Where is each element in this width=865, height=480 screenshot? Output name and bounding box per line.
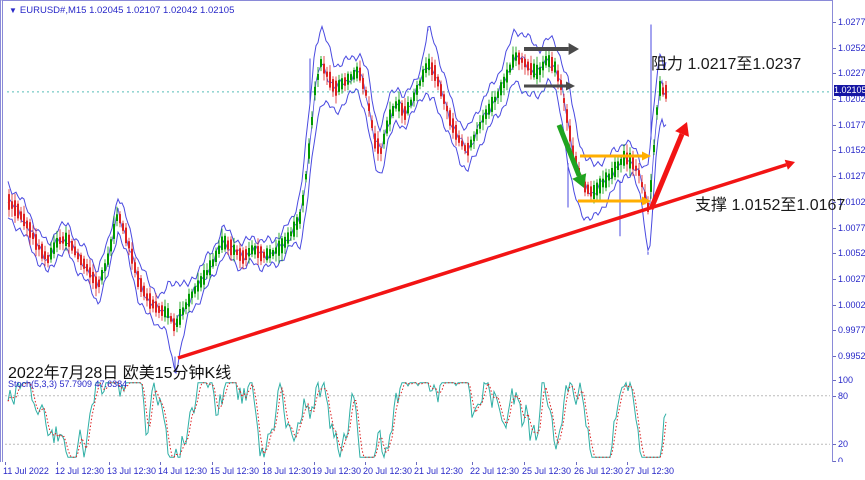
time-tick-label: 26 Jul 12:30 [574, 466, 624, 476]
time-tick-label: 22 Jul 12:30 [470, 466, 520, 476]
time-tick-label: 21 Jul 12:30 [414, 466, 464, 476]
resistance-gray-arrow-lower[interactable] [524, 81, 575, 91]
time-tick-label: 13 Jul 12:30 [107, 466, 157, 476]
time-tick-mark [5, 462, 6, 465]
time-tick-label: 20 Jul 12:30 [363, 466, 413, 476]
time-axis[interactable]: 11 Jul 2022 12 Jul 12:30 13 Jul 12:30 14 Ju… [0, 462, 865, 480]
price-tick-mark [833, 227, 836, 229]
price-tick-mark [833, 124, 836, 126]
time-tick-label: 15 Jul 12:30 [210, 466, 260, 476]
stochastic-canvas[interactable] [3, 377, 832, 462]
price-tick-label: 1.01775 [838, 119, 865, 130]
stoch-d-line [7, 381, 667, 458]
symbol-ohlc-line: ▼ EURUSD#,M15 1.02045 1.02107 1.02042 1.0… [9, 5, 234, 16]
price-tick-label: 1.00775 [838, 222, 865, 233]
time-tick-mark [472, 462, 473, 465]
time-tick-label: 27 Jul 12:30 [625, 466, 675, 476]
time-tick-mark [314, 462, 315, 465]
time-tick-label: 25 Jul 12:30 [522, 466, 572, 476]
time-tick-label: 11 Jul 2022 [3, 466, 49, 476]
time-tick-mark [416, 462, 417, 465]
time-tick-mark [57, 462, 58, 465]
candles [8, 46, 667, 337]
price-tick-mark [833, 99, 836, 101]
stoch-scale-label: 80 [838, 390, 849, 401]
drawn-annotations[interactable] [177, 43, 795, 360]
symbol-label: EURUSD#,M15 [19, 5, 87, 16]
range-yellow-arrow-lower[interactable] [578, 196, 651, 206]
stoch-scale-label: 100 [838, 374, 854, 385]
trend-line-arrow[interactable] [177, 159, 795, 360]
current-price-badge: 1.02105 [834, 84, 865, 96]
time-tick-mark [627, 462, 628, 465]
time-tick-mark [109, 462, 110, 465]
price-chart-canvas[interactable] [3, 1, 832, 377]
price-tick-label: 1.00525 [838, 248, 865, 259]
price-tick-label: 1.02275 [838, 68, 865, 79]
support-annotation[interactable]: 支撑 1.0152至1.0167 [695, 197, 846, 214]
stoch-scale-label: 20 [838, 439, 849, 450]
stoch-scale-label: 0 [838, 455, 844, 466]
price-tick-mark [833, 73, 836, 75]
stoch-scale-tick [833, 460, 836, 462]
stoch-scale-tick [833, 395, 836, 397]
price-axis[interactable]: 1.02105 1.02775 1.02525 1.02275 1.02025 1.01… [832, 0, 865, 466]
price-tick-mark [833, 176, 836, 178]
price-chart-pane[interactable]: ▼ EURUSD#,M15 1.02045 1.02107 1.02042 1.0… [0, 0, 845, 382]
time-tick-mark [524, 462, 525, 465]
price-tick-mark [833, 356, 836, 357]
price-tick-label: 1.00025 [838, 299, 865, 310]
resistance-gray-arrow-upper[interactable] [524, 43, 579, 55]
price-tick-label: 0.99775 [838, 325, 865, 336]
time-tick-label: 19 Jul 12:30 [312, 466, 362, 476]
pullback-down-arrow[interactable] [556, 124, 587, 188]
time-tick-mark [160, 462, 161, 465]
price-tick-label: 1.02775 [838, 17, 865, 27]
stoch-scale-tick [833, 379, 836, 381]
price-tick-mark [833, 22, 836, 23]
price-tick-mark [833, 278, 836, 280]
price-tick-label: 1.01275 [838, 171, 865, 182]
time-tick-label: 12 Jul 12:30 [55, 466, 105, 476]
range-yellow-arrow-upper[interactable] [580, 151, 651, 161]
price-tick-label: 1.02525 [838, 42, 865, 53]
time-tick-mark [264, 462, 265, 465]
price-tick-mark [833, 330, 836, 332]
price-tick-mark [833, 304, 836, 306]
stoch-scale-tick [833, 444, 836, 446]
price-tick-label: 1.02025 [838, 94, 865, 105]
price-tick-label: 1.01025 [838, 196, 865, 207]
time-tick-label: 18 Jul 12:30 [262, 466, 312, 476]
resistance-annotation[interactable]: 阻力 1.0217至1.0237 [651, 56, 802, 73]
price-tick-label: 1.00275 [838, 273, 865, 284]
time-tick-mark [365, 462, 366, 465]
stochastic-label: Stoch(5,3,3) 57.7909 47.6384 [8, 379, 128, 389]
price-tick-mark [833, 150, 836, 152]
price-tick-mark [833, 47, 836, 49]
breakout-up-arrow[interactable] [648, 122, 689, 210]
bollinger-bands [7, 24, 667, 375]
price-tick-mark [833, 201, 836, 203]
bollinger-lower-band [7, 77, 667, 375]
price-tick-mark [833, 253, 836, 255]
ohlc-values: 1.02045 1.02107 1.02042 1.02105 [89, 5, 235, 16]
time-tick-mark [212, 462, 213, 465]
stochastic-pane[interactable]: Stoch(5,3,3) 57.7909 47.6384 [0, 377, 832, 463]
chart-caption: 2022年7月28日 欧美15分钟K线 [8, 365, 232, 382]
time-tick-mark [576, 462, 577, 465]
price-tick-label: 0.99525 [838, 351, 865, 361]
time-tick-label: 14 Jul 12:30 [158, 466, 208, 476]
price-tick-label: 1.01525 [838, 145, 865, 156]
chevron-down-icon[interactable]: ▼ [9, 6, 17, 15]
